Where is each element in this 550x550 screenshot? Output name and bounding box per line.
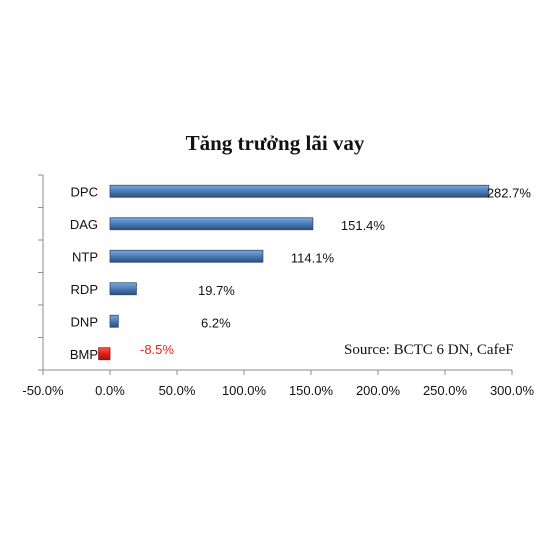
bar-dnp	[109, 314, 119, 328]
chart-title: Tăng trưởng lãi vay	[186, 131, 365, 155]
x-tick-label: 100.0%	[222, 383, 267, 398]
x-tick-label: 150.0%	[289, 383, 334, 398]
category-label: DNP	[71, 314, 98, 329]
data-label: 114.1%	[291, 250, 335, 265]
data-label: 151.4%	[341, 218, 386, 233]
source-annotation: Source: BCTC 6 DN, CafeF	[344, 342, 514, 358]
bar-dag	[109, 217, 314, 231]
category-label: NTP	[72, 249, 98, 264]
category-label: DPC	[71, 184, 98, 199]
data-label: 19.7%	[198, 283, 235, 298]
bar-bmp	[98, 347, 111, 361]
category-label: RDP	[71, 282, 98, 297]
data-label: 282.7%	[487, 185, 532, 200]
data-label: -8.5%	[140, 342, 174, 357]
bar-rdp	[109, 282, 137, 296]
bar-dpc	[109, 184, 490, 198]
plot-area: -50.0% 0.0% 50.0% 100.0% 150.0% 200.0% 250.0% 3…	[22, 174, 535, 398]
bar-ntp	[109, 249, 264, 263]
x-tick-label: 50.0%	[159, 383, 196, 398]
category-label: DAG	[70, 217, 98, 232]
category-label: BMP	[70, 347, 98, 362]
x-tick-label: -50.0%	[22, 383, 64, 398]
x-tick-label: 0.0%	[95, 383, 125, 398]
x-tick-label: 300.0%	[490, 383, 535, 398]
data-label: 6.2%	[201, 315, 231, 330]
x-tick-label: 200.0%	[356, 383, 401, 398]
x-tick-label: 250.0%	[423, 383, 468, 398]
